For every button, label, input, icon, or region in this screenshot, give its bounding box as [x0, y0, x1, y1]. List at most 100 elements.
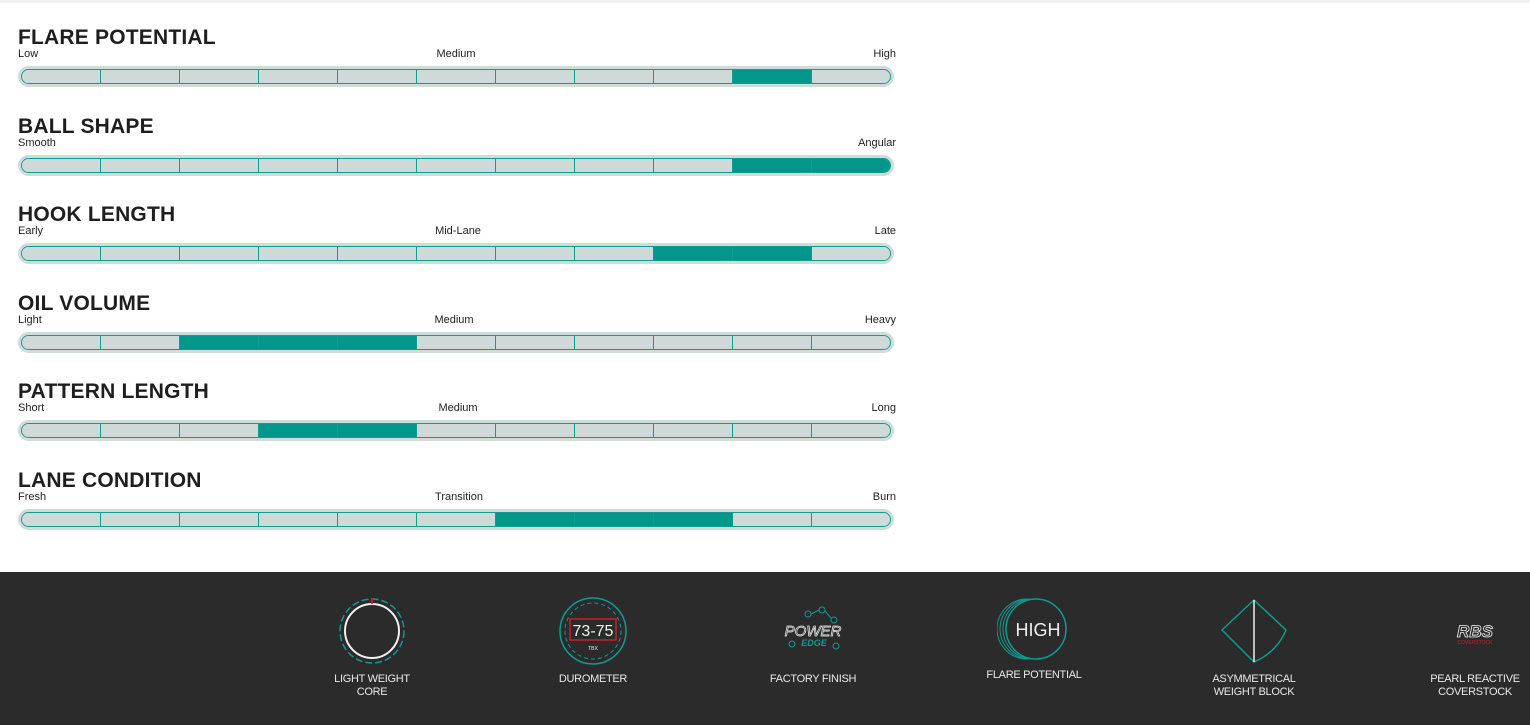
scale-segment — [575, 335, 654, 349]
scale-segment — [259, 70, 338, 83]
scale-segment — [22, 247, 101, 261]
scale-segment — [101, 512, 180, 526]
top-divider — [0, 0, 1530, 3]
scale-segment — [654, 424, 733, 438]
flare-potential-icon: HIGH — [997, 598, 1067, 660]
scale-high-label: High — [873, 48, 896, 60]
scale-segment — [101, 158, 180, 172]
scale-high-label: Angular — [858, 136, 896, 149]
scale-segment — [575, 70, 654, 83]
scale-segment-active — [654, 512, 733, 526]
performance-scales: FLARE POTENTIAL Low Medium High BALL SHA… — [18, 26, 896, 558]
scale-segment-active — [338, 424, 417, 438]
power-edge-icon: POWER EDGE — [784, 606, 842, 650]
scale-labels: Fresh Transition Burn — [18, 491, 896, 505]
scale-segment-active — [733, 247, 812, 261]
scale-segment — [22, 335, 101, 349]
scale-segment — [496, 158, 575, 172]
scale-mid-label: Medium — [438, 402, 478, 415]
scale-segment — [812, 247, 890, 261]
scale-segment — [496, 70, 575, 83]
scale-title: FLARE POTENTIAL — [18, 26, 216, 49]
feature-asymmetrical-weight-block: ASYMMETRICAL WEIGHT BLOCK — [1179, 596, 1329, 699]
scale-ball-shape: BALL SHAPE Smooth Angular — [18, 115, 896, 204]
scale-segment — [417, 247, 496, 261]
scale-track — [21, 246, 891, 262]
scale-title: PATTERN LENGTH — [18, 380, 210, 404]
scale-bar — [18, 66, 894, 87]
scale-segment — [259, 512, 338, 526]
scale-hook-length: HOOK LENGTH Early Mid-Lane Late — [18, 203, 896, 292]
durometer-icon: 73-75 TBX — [559, 597, 627, 665]
scale-segment — [654, 158, 733, 172]
scale-title: BALL SHAPE — [18, 114, 154, 138]
scale-segment — [180, 158, 259, 172]
scale-segment — [22, 70, 101, 83]
scale-segment — [654, 335, 733, 349]
scale-segment — [417, 424, 496, 438]
scale-segment — [575, 158, 654, 172]
scale-segment — [654, 70, 733, 83]
scale-segment — [417, 70, 496, 83]
scale-title: LANE CONDITION — [18, 468, 202, 492]
scale-segment-active — [733, 158, 812, 172]
scale-segment — [812, 512, 890, 526]
scale-segment — [575, 424, 654, 438]
scale-segment-active — [575, 512, 654, 526]
scale-segment — [101, 424, 180, 438]
scale-track — [21, 69, 891, 84]
scale-labels: Early Mid-Lane Late — [18, 225, 896, 239]
scale-segment — [22, 158, 101, 172]
scale-low-label: Light — [18, 313, 42, 326]
feature-light-weight-core: LIGHT WEIGHT CORE — [297, 596, 447, 699]
scale-track — [21, 511, 891, 527]
scale-labels: Light Medium Heavy — [18, 314, 896, 328]
feature-durometer: 73-75 TBX DUROMETER — [518, 596, 668, 686]
scale-bar — [18, 243, 894, 265]
scale-title: OIL VOLUME — [18, 291, 151, 315]
scale-segment — [180, 247, 259, 261]
scale-segment-active — [496, 512, 575, 526]
scale-segment — [496, 335, 575, 349]
scale-segment — [575, 247, 654, 261]
scale-bar — [18, 420, 894, 442]
scale-labels: Short Medium Long — [18, 402, 896, 416]
scale-high-label: Burn — [872, 490, 896, 503]
scale-high-label: Late — [874, 225, 896, 238]
scale-high-label: Long — [871, 402, 896, 415]
durometer-unit: TBX — [588, 646, 598, 652]
scale-segment — [101, 247, 180, 261]
scale-bar — [18, 154, 894, 176]
scale-segment-active — [259, 335, 338, 349]
features-footer: LIGHT WEIGHT CORE 73-75 TBX DUROMETER PO… — [0, 572, 1530, 725]
feature-label: PEARL REACTIVE COVERSTOCK — [1430, 673, 1520, 698]
scale-segment — [180, 512, 259, 526]
scale-segment — [101, 70, 180, 83]
feature-label: FLARE POTENTIAL — [986, 669, 1082, 681]
scale-track — [21, 157, 891, 173]
scale-segment — [496, 424, 575, 438]
scale-mid-label: Mid-Lane — [435, 225, 481, 238]
asymmetrical-weight-block-icon — [1220, 598, 1287, 663]
feature-label: ASYMMETRICAL WEIGHT BLOCK — [1212, 673, 1296, 698]
scale-segment — [180, 70, 259, 83]
durometer-value: 73-75 — [573, 623, 614, 640]
edge-logo-text: EDGE — [801, 638, 828, 648]
scale-segment-active — [812, 158, 890, 172]
scale-track — [21, 423, 891, 439]
scale-segment — [417, 158, 496, 172]
scale-low-label: Early — [18, 225, 44, 238]
scale-segment — [733, 512, 812, 526]
scale-segment — [338, 247, 417, 261]
scale-segment — [417, 335, 496, 349]
scale-segment-active — [180, 335, 259, 349]
scale-segment — [22, 424, 101, 438]
scale-segment — [180, 424, 259, 438]
scale-segment — [338, 158, 417, 172]
scale-segment-active — [259, 424, 338, 438]
power-logo-text: POWER — [785, 623, 842, 640]
rbs-logo-text: RBS — [1457, 622, 1494, 641]
scale-segment — [812, 335, 890, 349]
scale-track — [21, 334, 891, 350]
scale-flare-potential: FLARE POTENTIAL Low Medium High — [18, 26, 896, 115]
